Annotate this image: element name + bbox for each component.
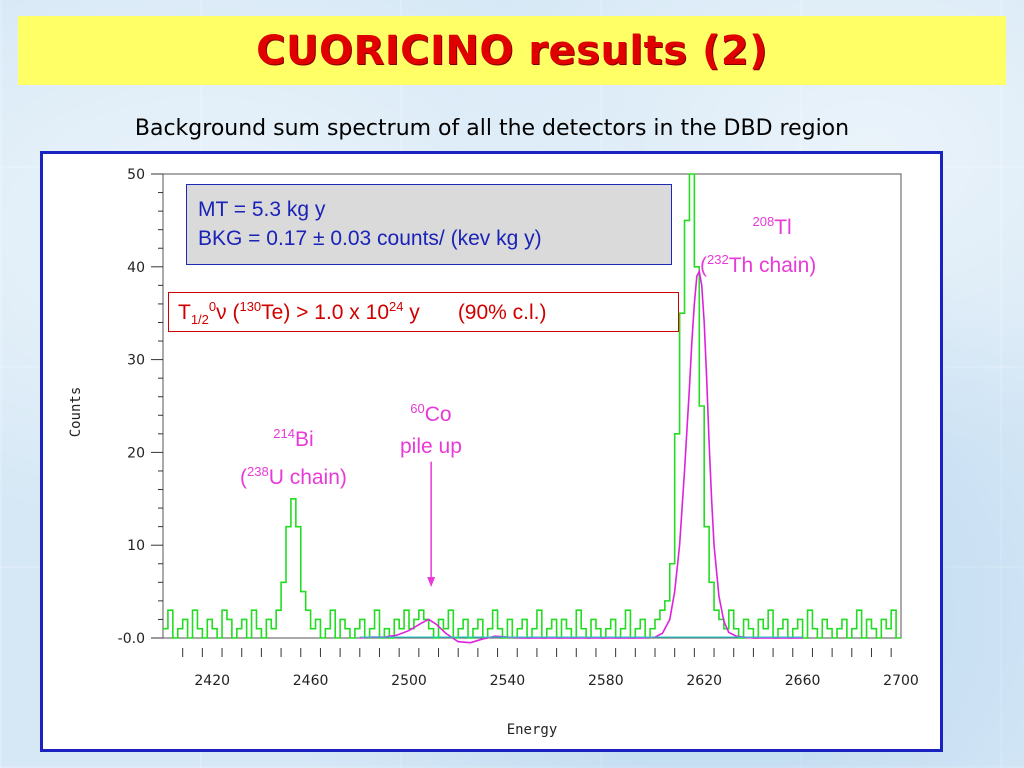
slide-subtitle: Background sum spectrum of all the detec… xyxy=(134,116,850,141)
co-line1: 60Co xyxy=(400,393,462,431)
co-annotation: 60Co pile up xyxy=(400,393,462,463)
co-line2: pile up xyxy=(400,435,462,458)
tl-annotation: 208Tl (232Th chain) xyxy=(700,206,816,282)
limit-te-rest: Te) > 1.0 x 10 xyxy=(261,301,389,324)
limit-exp: 24 xyxy=(389,299,404,314)
data-histogram-line xyxy=(163,173,901,639)
tl-line2: (232Th chain) xyxy=(700,244,816,282)
limit-unit: y xyxy=(403,301,420,324)
limit-open: ( xyxy=(226,301,240,324)
y-tick-label: 40 xyxy=(127,260,145,276)
y-tick-label: 50 xyxy=(127,167,145,183)
exposure-info-box: MT = 5.3 kg y BKG = 0.17 ± 0.03 counts/ … xyxy=(186,184,672,265)
y-axis-title: Counts xyxy=(68,387,84,438)
tl-chain-open: ( xyxy=(700,254,707,277)
x-tick-label: 2500 xyxy=(391,673,427,689)
limit-t: T xyxy=(178,301,191,324)
bi-line2: (238U chain) xyxy=(240,456,347,494)
limit-te-mass: 130 xyxy=(239,299,262,314)
y-tick-label: -0.0 xyxy=(118,631,145,647)
y-tick-label: 30 xyxy=(127,353,145,369)
title-bar: CUORICINO results (2) xyxy=(18,16,1006,85)
limit-nu: ν xyxy=(216,301,227,324)
tl-chain-mass: 232 xyxy=(707,252,729,267)
tl-chain-rest: Th chain) xyxy=(728,254,817,277)
bi-chain-open: ( xyxy=(240,466,247,489)
limit-sub: 1/2 xyxy=(190,312,209,328)
y-tick-label: 10 xyxy=(127,538,145,554)
x-tick-label: 2660 xyxy=(785,673,821,689)
bi-mass: 214 xyxy=(273,426,295,441)
limit-cl: (90% c.l.) xyxy=(457,301,547,324)
background-line: BKG = 0.17 ± 0.03 counts/ (kev kg y) xyxy=(198,227,542,250)
co-mass: 60 xyxy=(410,401,425,416)
limit-zero: 0 xyxy=(208,299,217,314)
half-life-limit-box: T1/20ν (130Te) > 1.0 x 1024 y (90% c.l.) xyxy=(168,292,679,332)
x-axis-title: Energy xyxy=(507,722,558,738)
x-tick-label: 2620 xyxy=(686,673,722,689)
x-tick-label: 2580 xyxy=(588,673,624,689)
exposure-line: MT = 5.3 kg y xyxy=(198,198,326,221)
bi-annotation: 214Bi (238U chain) xyxy=(240,418,347,494)
tl-element: Tl xyxy=(774,216,792,239)
x-tick-label: 2420 xyxy=(194,673,230,689)
bi-line1: 214Bi xyxy=(240,418,347,456)
co-arrow-head xyxy=(427,576,436,587)
x-tick-label: 2540 xyxy=(490,673,526,689)
bi-chain-mass: 238 xyxy=(247,464,269,479)
x-tick-label: 2700 xyxy=(883,673,919,689)
tl-mass: 208 xyxy=(752,214,775,229)
x-tick-label: 2460 xyxy=(293,673,329,689)
y-tick-label: 20 xyxy=(127,445,145,461)
bi-chain-rest: U chain) xyxy=(268,466,347,489)
slide-title: CUORICINO results (2) xyxy=(256,27,768,74)
co-element: Co xyxy=(424,403,452,426)
tl-line1: 208Tl xyxy=(700,206,816,244)
bi-element: Bi xyxy=(294,428,314,451)
